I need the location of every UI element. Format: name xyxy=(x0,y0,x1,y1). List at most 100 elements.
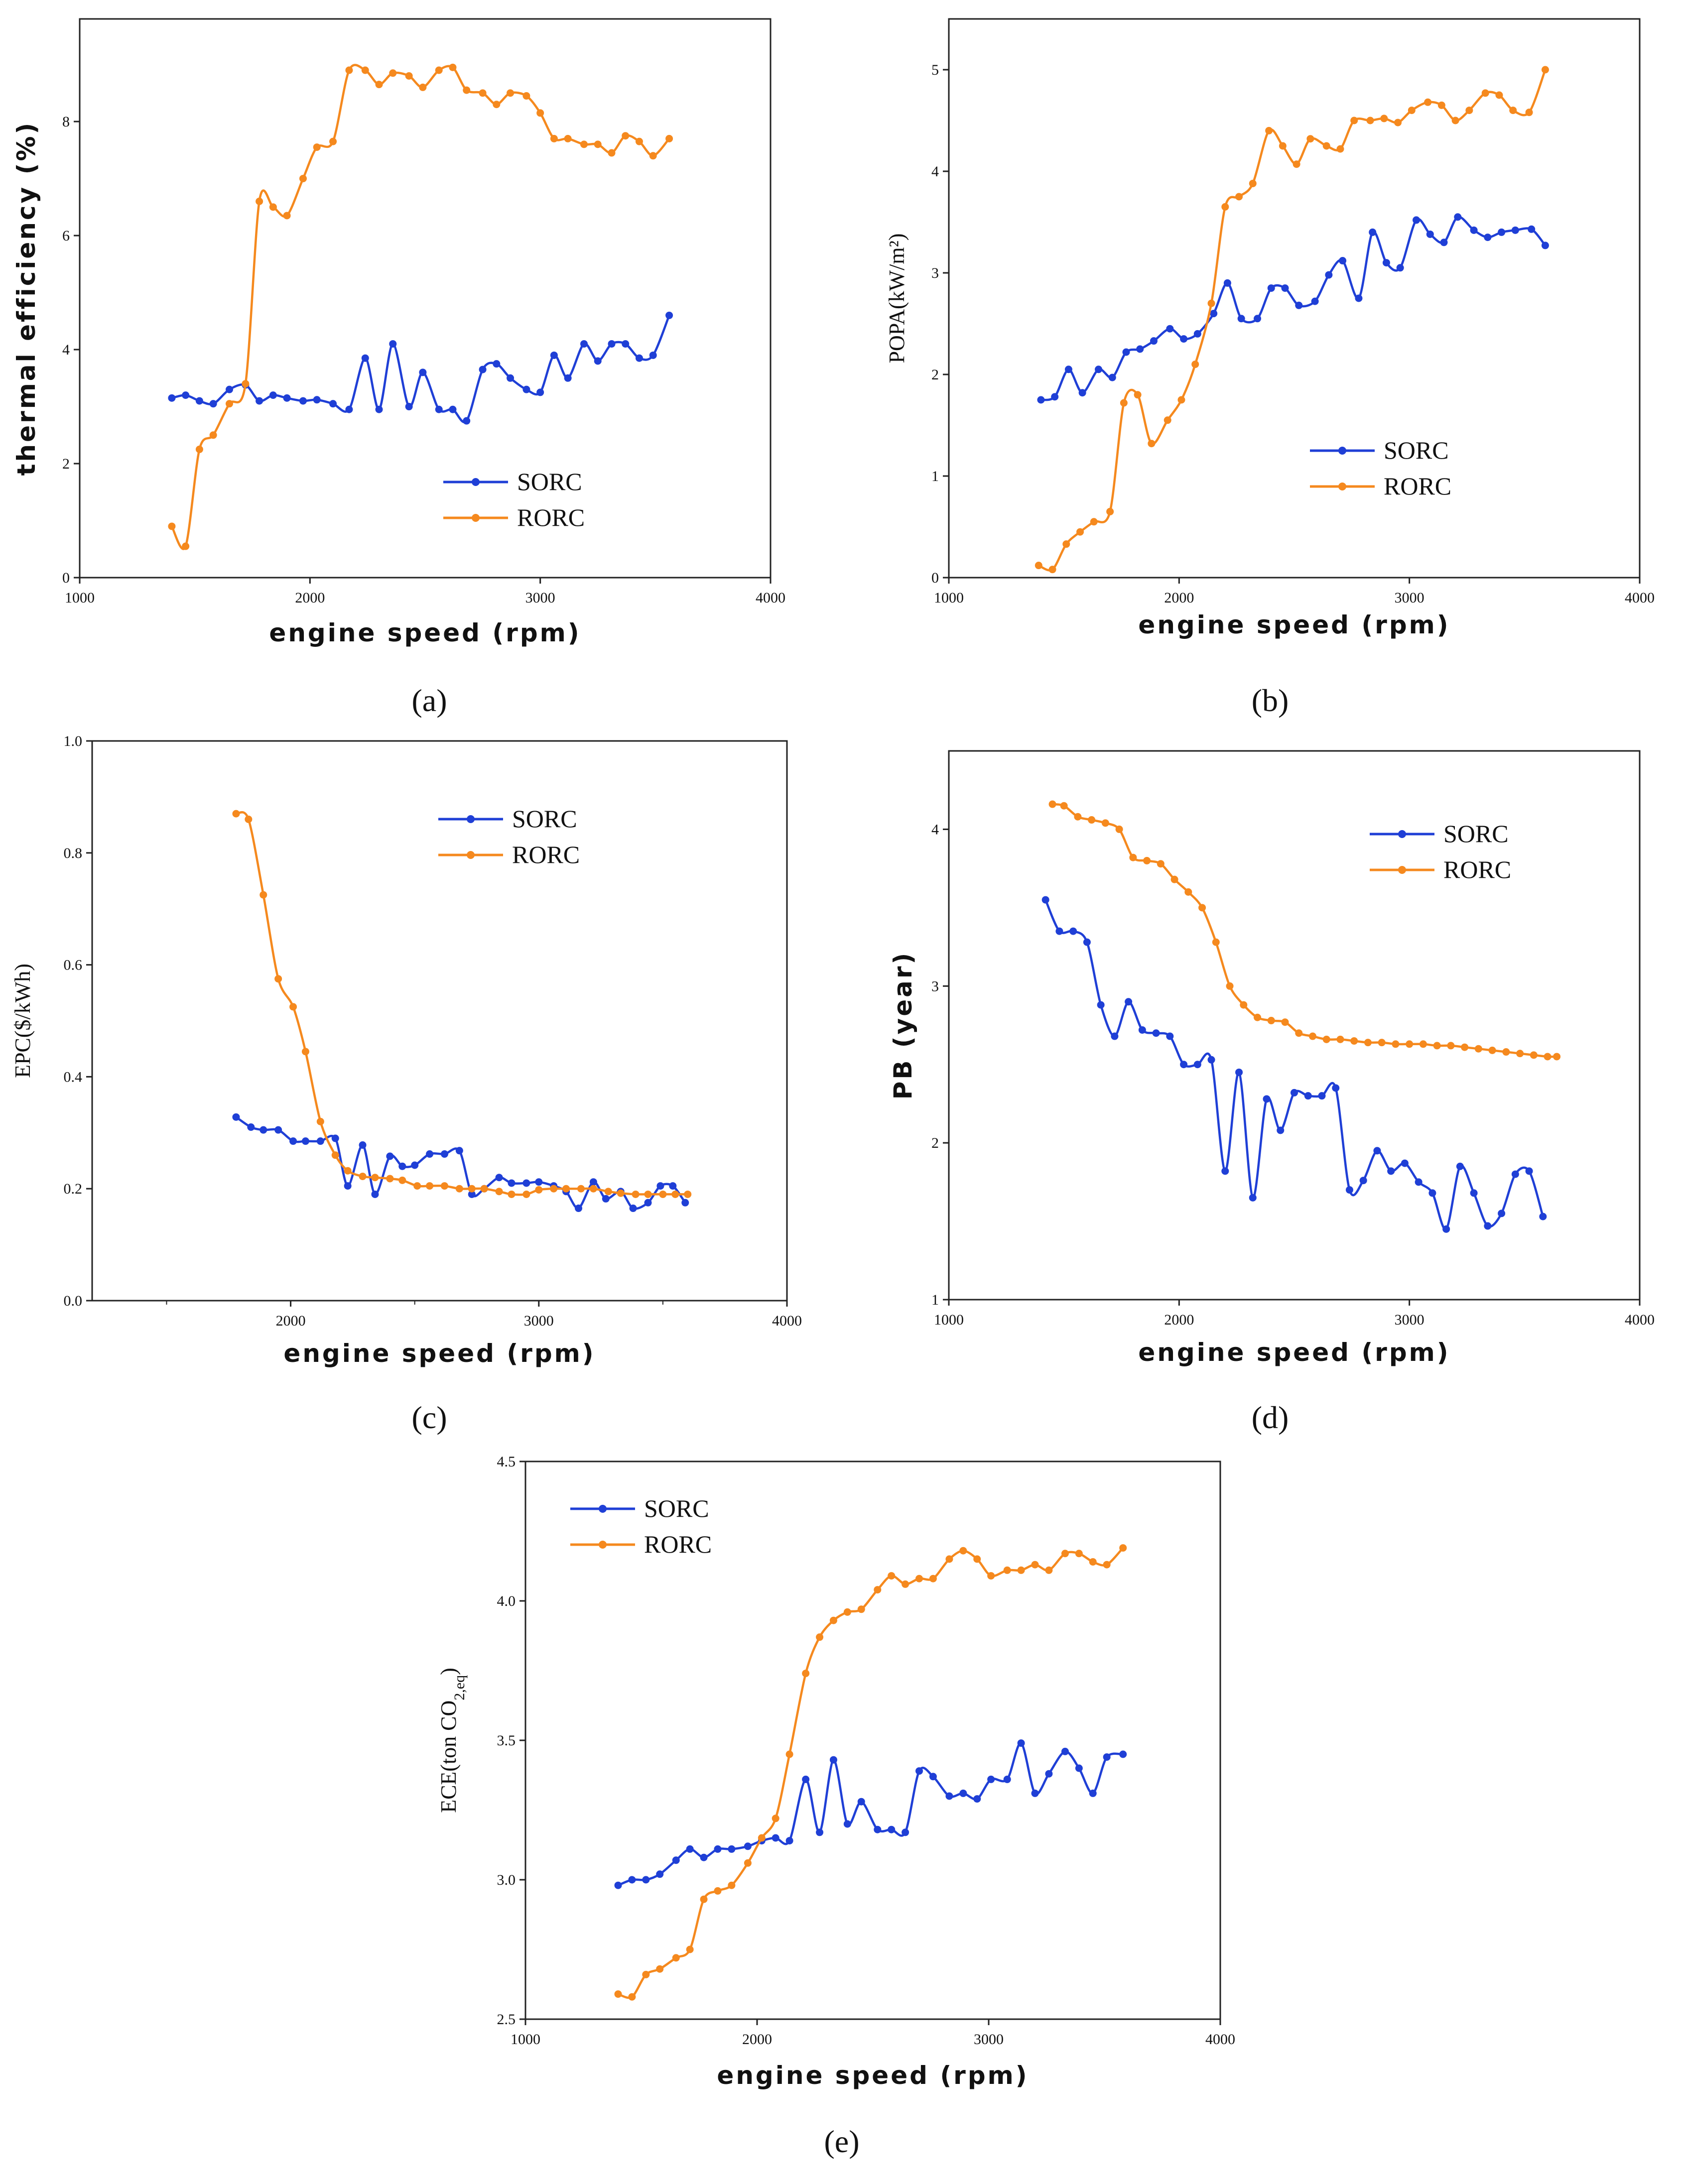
data-point-rorc xyxy=(874,1586,882,1594)
data-point-sorc xyxy=(1539,1213,1547,1220)
data-point-rorc xyxy=(1293,160,1300,168)
data-point-rorc xyxy=(628,1993,636,2001)
data-point-sorc xyxy=(1221,1167,1229,1175)
data-point-sorc xyxy=(329,400,337,408)
data-point-sorc xyxy=(256,397,263,405)
data-point-rorc xyxy=(345,66,353,74)
data-point-rorc xyxy=(1129,853,1137,861)
data-point-rorc xyxy=(1465,107,1473,115)
data-point-rorc xyxy=(371,1174,379,1182)
data-point-sorc xyxy=(629,1205,637,1213)
data-point-rorc xyxy=(564,134,572,142)
data-point-sorc xyxy=(1470,226,1478,234)
x-tick-label: 3000 xyxy=(524,1313,554,1329)
data-point-sorc xyxy=(1401,1159,1409,1167)
data-point-sorc xyxy=(1061,1747,1069,1755)
data-point-sorc xyxy=(672,1856,680,1864)
data-point-sorc xyxy=(1193,1061,1201,1069)
data-point-rorc xyxy=(1106,507,1114,515)
data-point-rorc xyxy=(274,975,282,983)
y-axis-label-text: POPA(kW/m²) xyxy=(885,234,909,364)
data-point-rorc xyxy=(479,89,487,97)
data-point-rorc xyxy=(480,1185,488,1193)
data-point-sorc xyxy=(1426,230,1434,238)
data-point-sorc xyxy=(1511,226,1519,234)
data-point-rorc xyxy=(1279,142,1287,150)
data-point-rorc xyxy=(507,89,515,97)
data-point-sorc xyxy=(1318,1092,1326,1100)
data-point-rorc xyxy=(226,400,234,408)
data-point-sorc xyxy=(1064,365,1072,373)
x-tick-label: 1000 xyxy=(934,590,964,606)
chart-panel-d: 1000 2000 3000 4000 1 2 3 4 engine speed (rpm) PB… xyxy=(889,750,1655,1367)
data-point-sorc xyxy=(535,1178,543,1186)
data-point-rorc xyxy=(614,1990,622,1998)
data-point-rorc xyxy=(973,1555,981,1563)
data-point-sorc xyxy=(1277,1126,1285,1134)
data-point-rorc xyxy=(1235,193,1243,201)
y-tick-label: 1.0 xyxy=(64,733,83,749)
data-point-sorc xyxy=(602,1195,610,1203)
data-point-sorc xyxy=(1304,1092,1312,1100)
data-point-sorc xyxy=(816,1828,824,1836)
y-axis-label-text: PB (year) xyxy=(889,951,917,1100)
data-point-rorc xyxy=(632,1190,640,1198)
data-point-sorc xyxy=(902,1828,909,1836)
data-point-rorc xyxy=(455,1185,463,1193)
data-point-sorc xyxy=(580,340,588,348)
data-point-sorc xyxy=(1111,1032,1119,1040)
legend-label: RORC xyxy=(1443,855,1511,883)
data-point-sorc xyxy=(405,403,413,411)
data-point-rorc xyxy=(413,1182,421,1190)
data-point-sorc xyxy=(1122,348,1130,356)
data-point-rorc xyxy=(1525,109,1533,117)
data-point-rorc xyxy=(580,140,588,148)
data-point-rorc xyxy=(1048,566,1056,574)
data-point-sorc xyxy=(642,1876,650,1884)
data-point-rorc xyxy=(857,1605,865,1613)
data-point-rorc xyxy=(1191,361,1199,368)
data-point-sorc xyxy=(1051,393,1059,401)
data-point-rorc xyxy=(562,1185,570,1193)
series-sorc xyxy=(1041,896,1547,1233)
data-point-rorc xyxy=(313,143,321,151)
data-point-sorc xyxy=(987,1775,995,1783)
data-point-sorc xyxy=(728,1845,736,1853)
y-tick-label: 0 xyxy=(931,570,939,586)
data-point-sorc xyxy=(449,405,457,413)
data-point-sorc xyxy=(802,1775,810,1783)
data-point-sorc xyxy=(440,1150,448,1158)
data-point-sorc xyxy=(495,1174,503,1182)
y-tick-label: 8 xyxy=(62,114,70,130)
data-point-sorc xyxy=(1223,279,1231,287)
series-line-sorc xyxy=(1040,216,1547,401)
data-point-rorc xyxy=(1184,888,1192,896)
data-point-sorc xyxy=(1045,1770,1053,1778)
data-point-rorc xyxy=(1074,813,1082,821)
data-point-rorc xyxy=(577,1185,585,1193)
data-point-rorc xyxy=(1380,115,1388,122)
data-point-sorc xyxy=(1295,301,1303,309)
data-point-rorc xyxy=(1115,825,1123,833)
y-tick-label: 4.5 xyxy=(497,1454,516,1470)
data-point-rorc xyxy=(508,1190,516,1198)
data-point-rorc xyxy=(463,86,471,94)
data-point-rorc xyxy=(1509,107,1517,115)
data-point-sorc xyxy=(226,385,234,393)
data-point-sorc xyxy=(1193,330,1201,338)
data-point-rorc xyxy=(495,1188,503,1196)
data-point-rorc xyxy=(959,1547,967,1555)
data-point-sorc xyxy=(493,360,501,368)
data-point-sorc xyxy=(522,385,530,393)
data-point-sorc xyxy=(1017,1739,1025,1747)
data-point-rorc xyxy=(1516,1050,1524,1058)
data-point-sorc xyxy=(313,396,321,404)
data-point-rorc xyxy=(359,1172,367,1180)
data-point-sorc xyxy=(1207,1056,1215,1064)
series-sorc xyxy=(1037,213,1549,404)
legend-label: SORC xyxy=(1443,820,1509,848)
data-point-rorc xyxy=(744,1859,752,1867)
data-point-sorc xyxy=(575,1205,582,1213)
data-point-sorc xyxy=(1210,310,1218,318)
legend-marker xyxy=(472,478,480,486)
